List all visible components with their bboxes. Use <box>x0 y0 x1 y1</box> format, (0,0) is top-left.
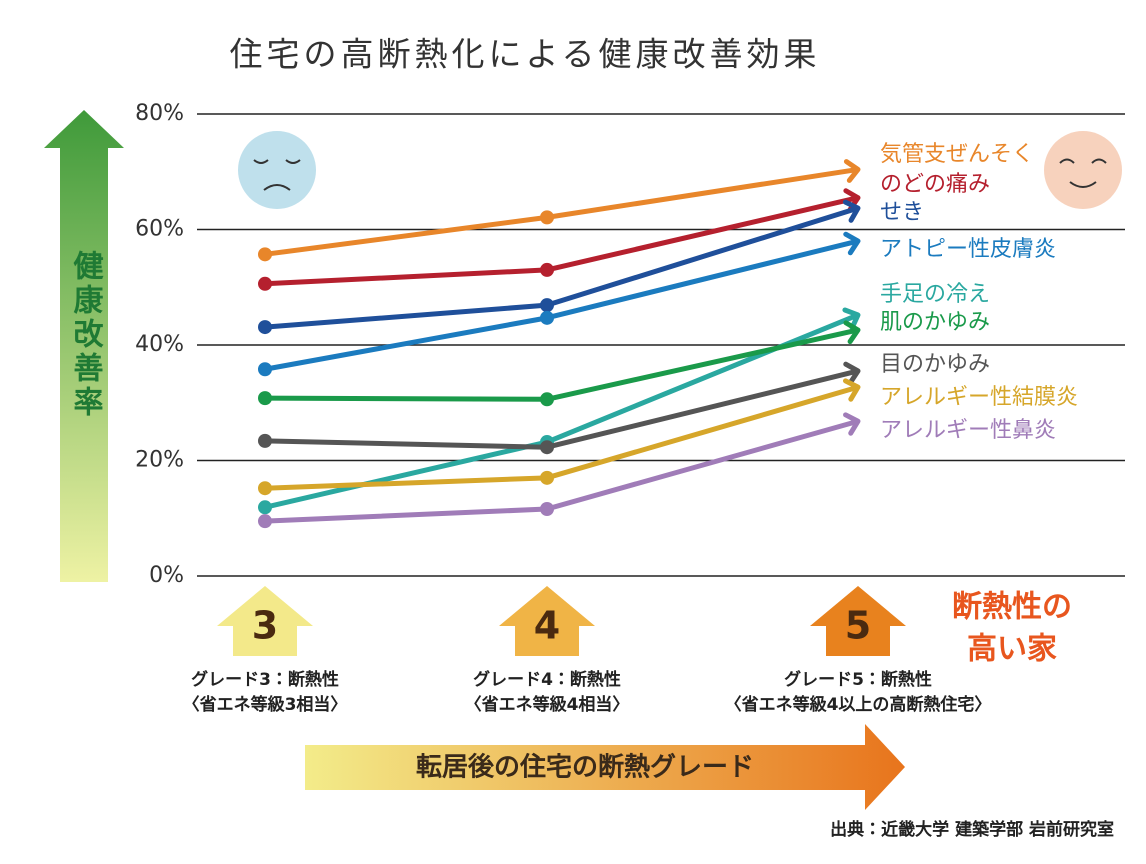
arrow-head <box>842 307 861 331</box>
data-point <box>540 310 554 325</box>
y-axis-arrow <box>44 110 124 582</box>
arrow-head <box>843 361 861 386</box>
data-point <box>540 392 554 407</box>
sad-face <box>238 131 316 209</box>
grade-marker <box>217 586 313 656</box>
arrow-head <box>842 378 861 402</box>
x-axis-label: 転居後の住宅の断熱グレード <box>416 752 754 783</box>
category-label: 〈省エネ等級3相当〉 <box>183 694 348 715</box>
legend-label: 肌のかゆみ <box>880 310 990 335</box>
data-point <box>258 362 272 377</box>
legend-label: アトピー性皮膚炎 <box>880 237 1056 262</box>
series: のどの痛み <box>258 172 990 291</box>
y-tick-label: 40% <box>135 332 184 357</box>
data-point <box>258 433 272 448</box>
happy-face <box>1044 131 1122 209</box>
series: アトピー性皮膚炎 <box>258 231 1056 377</box>
series: 目のかゆみ <box>258 352 990 455</box>
legend-label: せき <box>880 200 924 225</box>
category-label: 〈省エネ等級4以上の高断熱住宅〉 <box>725 694 992 715</box>
series: 肌のかゆみ <box>258 310 990 407</box>
category-label: グレード5：断熱性 <box>784 669 932 690</box>
data-point <box>540 502 554 517</box>
legend-label: 気管支ぜんそく <box>880 142 1034 167</box>
category-label: 〈省エネ等級4相当〉 <box>465 694 630 715</box>
data-point <box>258 481 272 496</box>
data-point <box>258 320 272 335</box>
series: アレルギー性結膜炎 <box>258 378 1078 496</box>
legend-label: 目のかゆみ <box>880 352 990 377</box>
series-line <box>264 166 859 257</box>
arrow-head <box>843 412 861 436</box>
category-label: グレード4：断熱性 <box>473 669 621 690</box>
y-tick-label: 60% <box>135 217 184 242</box>
x-axis-arrow <box>305 724 905 810</box>
y-axis-label: 健康改善率 <box>68 250 104 420</box>
legend-label: のどの痛み <box>880 172 990 197</box>
chart-title: 住宅の高断熱化による健康改善効果 <box>229 35 820 74</box>
x-tick-label: 3 <box>252 604 278 648</box>
data-point <box>258 500 272 515</box>
series: アレルギー性鼻炎 <box>258 412 1056 529</box>
series: 気管支ぜんそく <box>258 142 1034 262</box>
category-label: グレード3：断熱性 <box>191 669 339 690</box>
grade-marker <box>810 586 906 656</box>
y-tick-label: 20% <box>135 448 184 473</box>
data-point <box>258 391 272 406</box>
y-tick-label: 0% <box>149 563 184 588</box>
legend-label: アレルギー性結膜炎 <box>880 385 1078 410</box>
legend-label: アレルギー性鼻炎 <box>880 418 1056 443</box>
arrow-head <box>843 159 861 183</box>
data-point <box>540 262 554 277</box>
series-line <box>264 327 859 402</box>
data-point <box>540 210 554 225</box>
data-point <box>258 247 272 262</box>
arrow-head <box>843 231 861 256</box>
data-point <box>258 514 272 529</box>
y-tick-label: 80% <box>135 101 184 126</box>
x-tick-label: 5 <box>845 604 871 648</box>
x-tick-label: 4 <box>534 604 560 648</box>
arrow-head <box>842 199 861 223</box>
grade-marker <box>499 586 595 656</box>
data-point <box>540 298 554 313</box>
arrow-head <box>843 320 861 345</box>
source: 出典：近畿大学 建築学部 岩前研究室 <box>830 819 1114 840</box>
annotation: 断熱性の <box>952 590 1072 625</box>
data-point <box>540 470 554 485</box>
annotation: 高い家 <box>967 632 1057 667</box>
legend-label: 手足の冷え <box>880 282 990 307</box>
data-point <box>258 276 272 291</box>
series: せき <box>258 199 924 335</box>
data-point <box>540 440 554 455</box>
